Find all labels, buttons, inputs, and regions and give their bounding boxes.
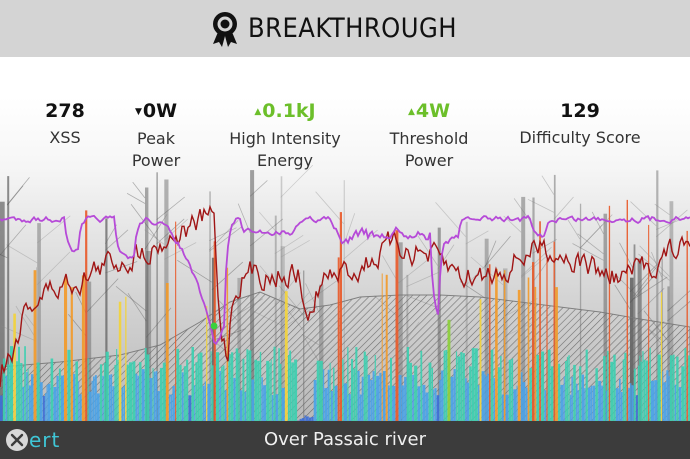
metric-xss: 278 XSS — [15, 99, 115, 149]
metric-value: ▲0.1kJ — [254, 100, 316, 122]
page-title: BREAKTHROUGH — [247, 13, 457, 44]
metric-peak-power: ▼0W Peak Power — [110, 99, 202, 172]
logo-wordmark: ert — [29, 428, 61, 452]
xert-logo: ert — [6, 427, 60, 453]
metric-value: ▲4W — [407, 100, 451, 122]
trend-up-icon: ▲ — [254, 106, 262, 117]
metric-label: Difficulty Score — [519, 128, 641, 147]
metric-label: XSS — [49, 128, 81, 147]
footer-bar: ert Over Passaic river — [0, 421, 690, 459]
trend-up-icon: ▲ — [407, 106, 415, 117]
metric-difficulty-score: 129 Difficulty Score — [505, 99, 655, 149]
activity-panel: 278 XSS ▼0W Peak Power ▲0.1kJ High Intens… — [0, 57, 690, 421]
metric-threshold-power: ▲4W Threshold Power — [374, 99, 484, 172]
logo-x-icon — [6, 429, 28, 451]
metric-value: ▼0W — [134, 100, 178, 122]
metric-label: Peak Power — [131, 128, 181, 170]
metric-label: Threshold Power — [389, 128, 469, 170]
activity-chart — [0, 199, 690, 421]
activity-name: Over Passaic river — [263, 429, 427, 450]
award-ribbon-icon — [212, 11, 237, 47]
trend-down-icon: ▼ — [134, 106, 142, 117]
header-bar: BREAKTHROUGH — [0, 0, 690, 57]
metric-value: 278 — [45, 100, 85, 122]
metric-label: High Intensity Energy — [229, 128, 341, 170]
metric-value: 129 — [560, 100, 600, 122]
metric-high-intensity-energy: ▲0.1kJ High Intensity Energy — [215, 99, 355, 172]
